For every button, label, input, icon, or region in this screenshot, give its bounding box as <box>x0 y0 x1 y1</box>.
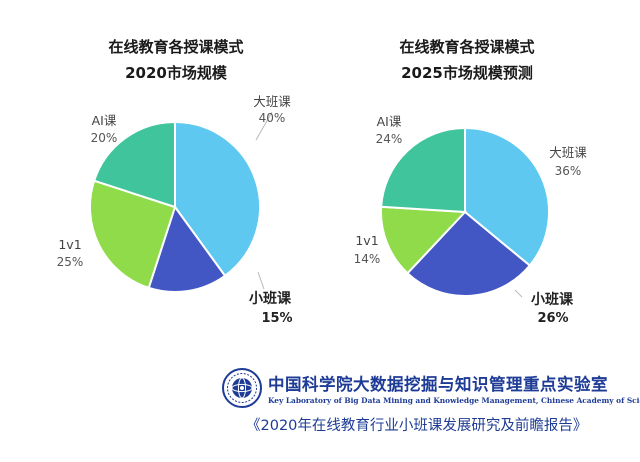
pie-slice <box>464 126 550 267</box>
slice-value-label: 40% <box>259 111 286 125</box>
pie-slice <box>89 179 177 290</box>
lab-name-cn: 中国科学院大数据挖掘与知识管理重点实验室 <box>268 375 608 394</box>
pie-slice <box>92 120 176 209</box>
chart-subtitle: 2020市场规模 <box>125 64 228 82</box>
lab-name-en: Key Laboratory of Big Data Mining and Kn… <box>268 396 640 405</box>
pie-chart-2020: 在线教育各授课模式 2020市场规模 大班课 40% 小班课 15% 1v1 2… <box>57 38 293 326</box>
leader-line <box>255 111 273 141</box>
lab-credit: 中国科学院大数据挖掘与知识管理重点实验室 Key Laboratory of B… <box>222 368 640 408</box>
slice-label: AI课 <box>377 114 402 129</box>
slice-value-label: 20% <box>91 131 118 145</box>
pie-slice <box>380 205 468 275</box>
leader-line <box>257 271 265 290</box>
pie-charts: 在线教育各授课模式 2020市场规模 大班课 40% 小班课 15% 1v1 2… <box>57 38 588 326</box>
slice-label: 小班课 <box>531 291 574 308</box>
cas-emblem-icon <box>222 368 262 408</box>
slice-value-label: 26% <box>537 311 568 326</box>
pie-slice <box>147 204 227 293</box>
leader-line <box>514 289 523 298</box>
pie-slice <box>174 120 261 278</box>
pie-slice <box>380 126 466 214</box>
slice-value-label: 25% <box>57 255 84 269</box>
slice-label: 小班课 <box>249 290 292 307</box>
slice-value-label: 24% <box>376 132 403 146</box>
chart-title: 在线教育各授课模式 <box>399 38 534 56</box>
slice-label: AI课 <box>92 113 117 128</box>
slice-label: 大班课 <box>549 145 587 160</box>
pie-chart-2025: 在线教育各授课模式 2025市场规模预测 大班课 36% 小班课 26% 1v1… <box>354 38 588 326</box>
slice-label: 1v1 <box>355 233 378 248</box>
pie-slice <box>406 210 532 297</box>
slice-value-label: 15% <box>261 311 292 326</box>
chart-subtitle: 2025市场规模预测 <box>401 64 533 82</box>
slice-value-label: 14% <box>354 252 381 266</box>
slice-label: 1v1 <box>58 237 81 252</box>
slice-label: 大班课 <box>253 94 291 109</box>
slice-value-label: 36% <box>555 164 582 178</box>
report-title: 《2020年在线教育行业小班课发展研究及前瞻报告》 <box>246 418 588 434</box>
chart-title: 在线教育各授课模式 <box>108 38 243 56</box>
